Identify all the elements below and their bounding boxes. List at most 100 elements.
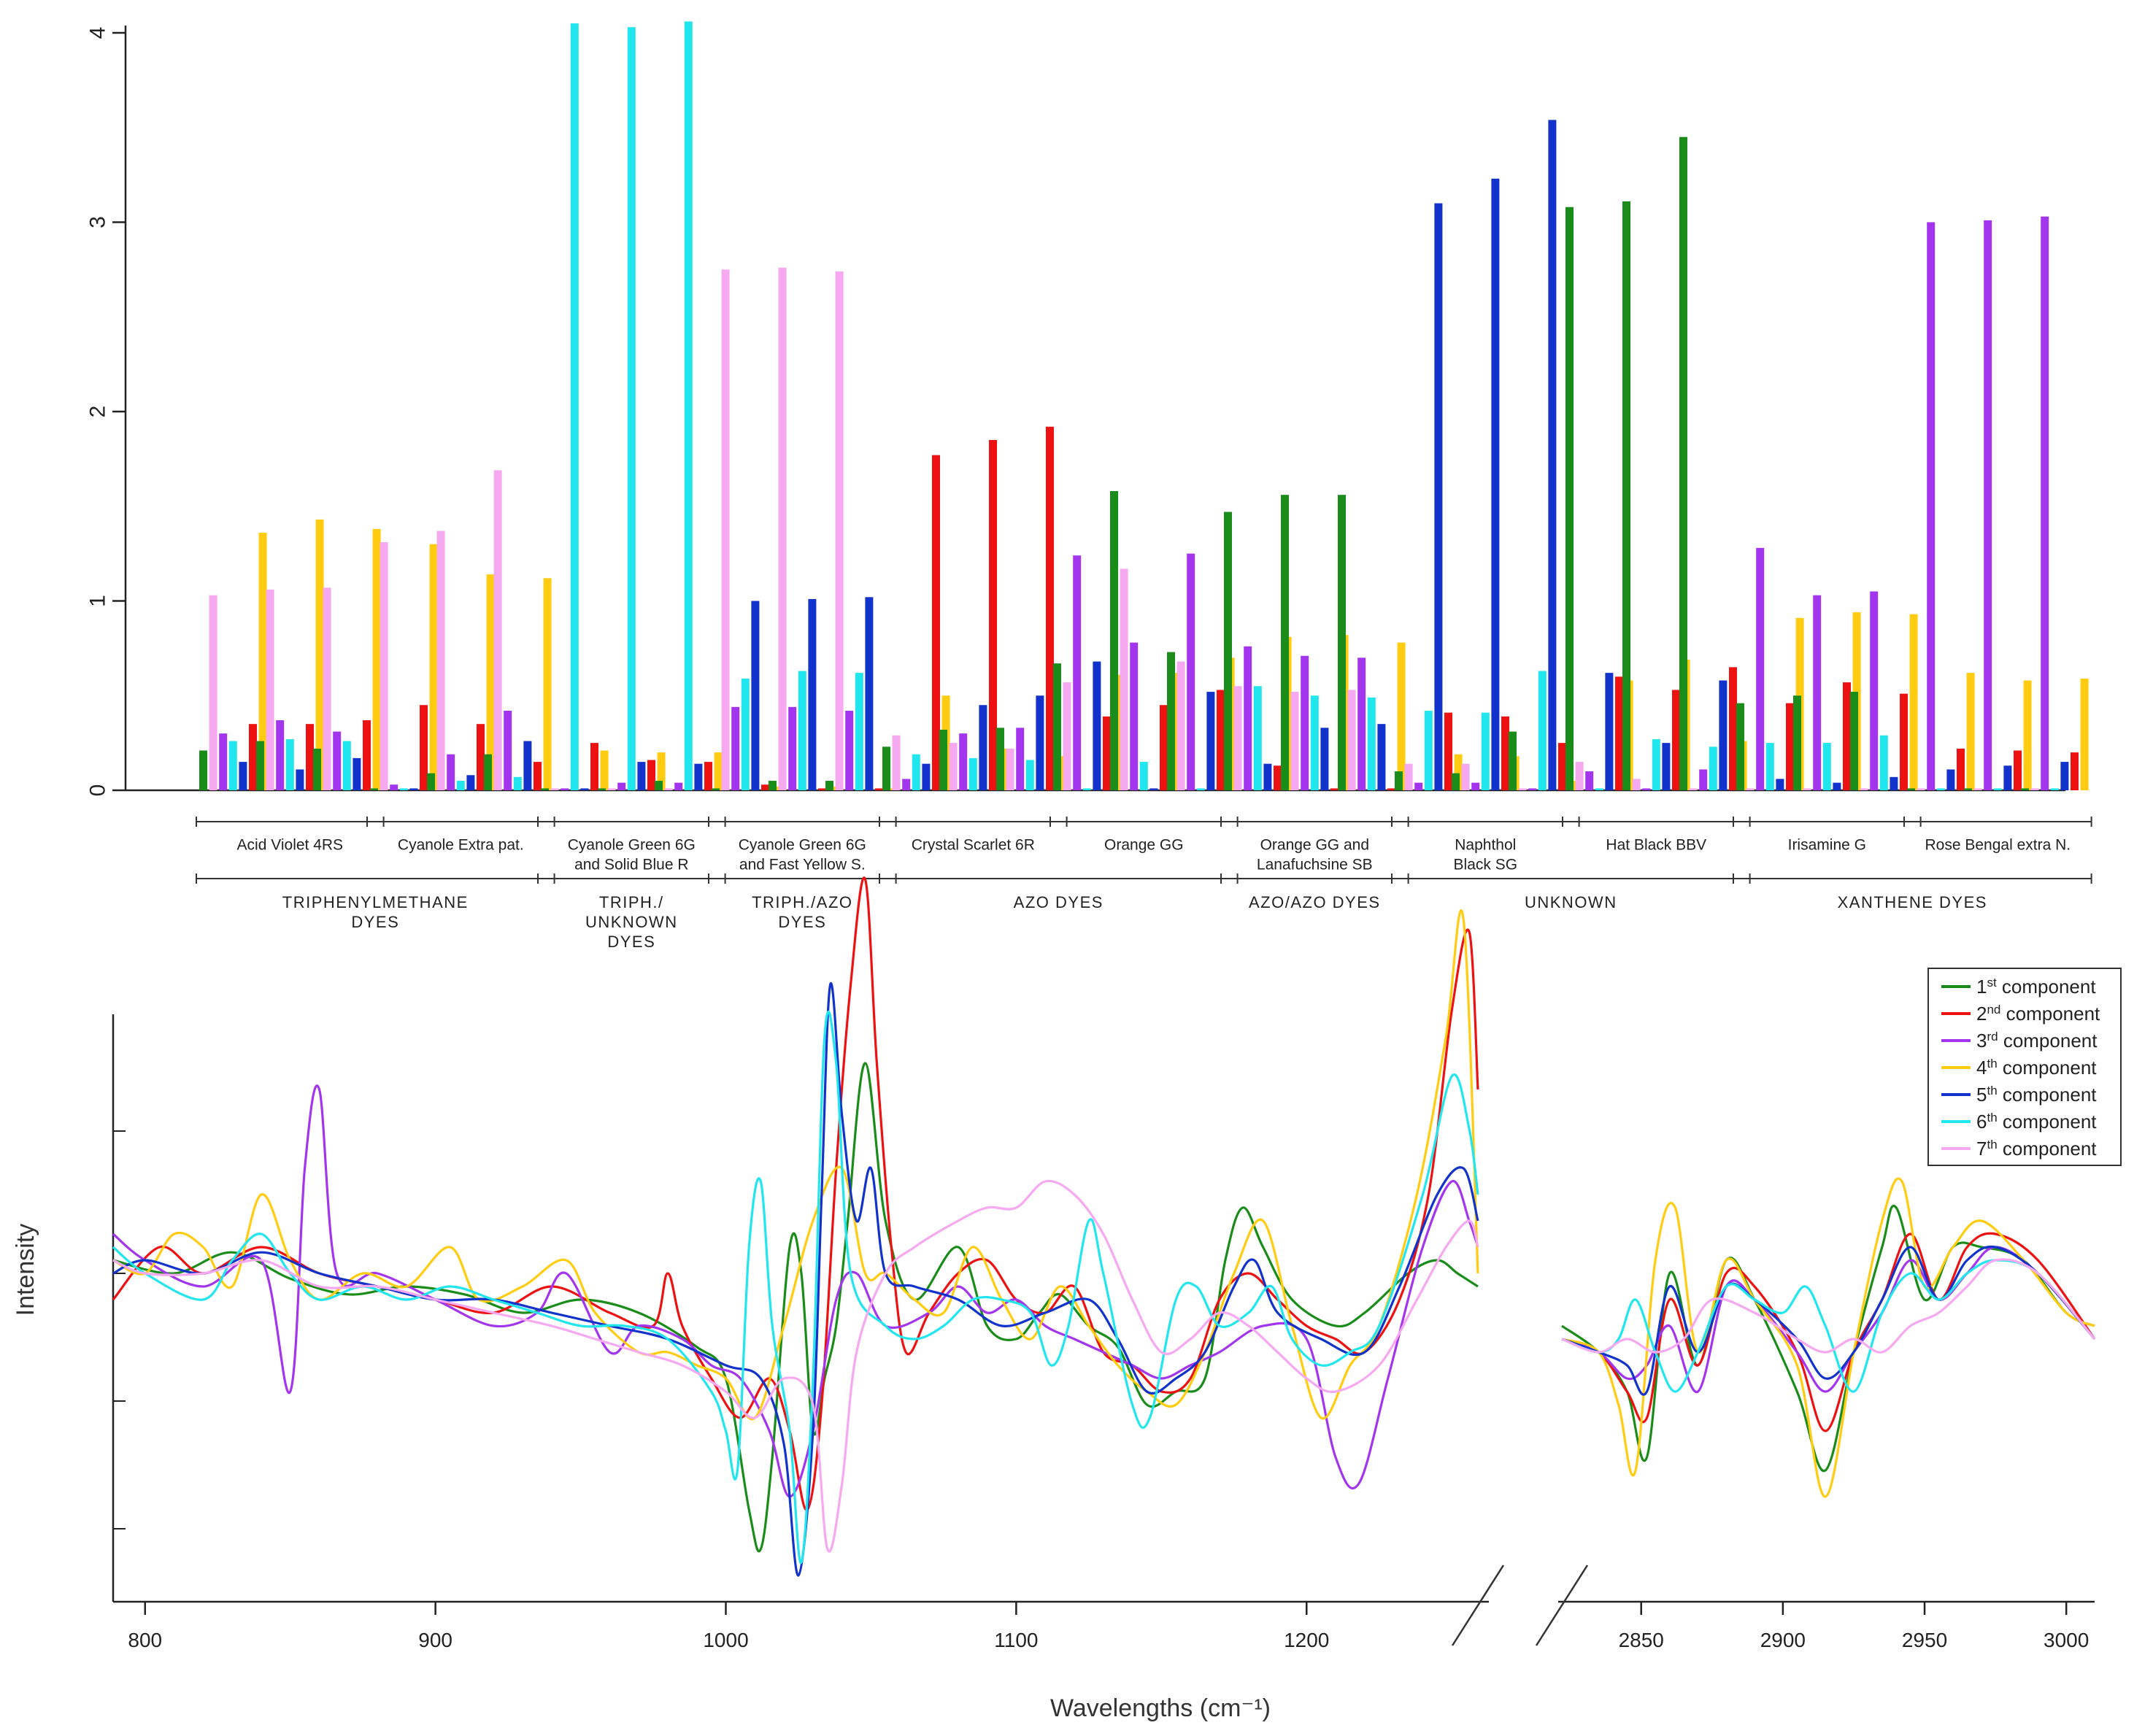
bar (825, 781, 833, 790)
group-label: AZO/AZO DYES (1249, 893, 1381, 911)
bar (315, 519, 324, 790)
bar (1890, 776, 1898, 790)
series-line (112, 1010, 1479, 1565)
bar (1471, 782, 1480, 790)
bar (219, 733, 228, 790)
bar (882, 747, 890, 790)
bar (1993, 788, 2002, 790)
legend-box (1927, 968, 2122, 1166)
bar (1130, 642, 1139, 790)
bar (1167, 652, 1175, 790)
bar (996, 728, 1004, 790)
group-label: TRIPH./AZO (752, 893, 852, 911)
bar (1622, 201, 1630, 791)
legend-item: 5th component (1976, 1084, 2097, 1106)
bar (712, 788, 720, 790)
bar (380, 542, 388, 790)
bar (788, 706, 797, 790)
bar (1149, 788, 1158, 790)
bar (1444, 712, 1452, 790)
sample-label: Crystal Scarlet 6R (912, 836, 1035, 853)
bar (1917, 788, 1925, 790)
series-line (112, 1084, 1479, 1498)
bar (1253, 686, 1262, 790)
bar (1879, 735, 1888, 790)
series-line (112, 1179, 1479, 1553)
bar (342, 741, 351, 790)
sample-label: Lanafuchsine SB (1257, 856, 1373, 873)
y-tick-label: 0 (86, 784, 110, 797)
bar (239, 762, 247, 790)
sample-label: Orange GG (1104, 836, 1184, 853)
bar (1709, 747, 1717, 790)
bar (1900, 693, 1908, 790)
x-tick-label: 1100 (994, 1629, 1038, 1651)
sample-label: Acid Violet 4RS (237, 836, 344, 853)
bar (1765, 743, 1774, 790)
bar (1461, 763, 1470, 790)
bar (1491, 178, 1500, 790)
bar (1822, 743, 1831, 790)
x-tick-label: 3000 (2044, 1629, 2089, 1651)
bar (1538, 671, 1547, 790)
bar (627, 27, 636, 791)
legend-item: 7th component (1976, 1138, 2097, 1160)
bar (296, 769, 304, 790)
bar (1434, 203, 1443, 790)
series-line (112, 981, 1479, 1577)
bar (1786, 703, 1794, 790)
bar (1053, 663, 1061, 790)
x-tick-label: 900 (418, 1629, 452, 1651)
bar (249, 724, 257, 790)
bar (1907, 788, 1915, 790)
group-label: XANTHENE DYES (1838, 893, 1987, 911)
bar (1397, 642, 1406, 790)
bar (1217, 690, 1225, 790)
x-tick-label: 800 (128, 1629, 162, 1651)
bar (769, 781, 777, 790)
bar (1036, 695, 1044, 790)
bar (1966, 673, 1975, 790)
bar (484, 754, 492, 790)
bar (1404, 763, 1413, 790)
sample-label: Cyanole Green 6G (739, 836, 866, 853)
bar (1082, 788, 1091, 790)
bar (1509, 731, 1517, 790)
bar (1093, 661, 1101, 790)
bar (1746, 788, 1755, 790)
series-line (1561, 1259, 2096, 1393)
bar-chart-categories: Acid Violet 4RS Cyanole Extra pat. Cyanole… (196, 817, 2092, 951)
y-tick-label: 4 (86, 27, 110, 39)
bar (1642, 788, 1651, 790)
bar (714, 752, 723, 790)
bar (835, 271, 844, 791)
bar (2080, 678, 2089, 790)
bar (855, 673, 863, 790)
bar (761, 784, 769, 790)
bar (1176, 661, 1185, 790)
bar (1699, 769, 1708, 790)
bar (617, 782, 626, 790)
bar (513, 776, 522, 790)
bar (1870, 591, 1879, 790)
bar (1615, 676, 1623, 790)
bar (1860, 788, 1868, 790)
bar (1206, 692, 1215, 790)
bar (892, 735, 901, 790)
bar (1756, 547, 1765, 790)
bar (1528, 788, 1537, 790)
bar (313, 748, 321, 790)
group-label: UNKNOWN (1525, 893, 1617, 911)
bar (1558, 743, 1566, 790)
group-label: TRIPHENYLMETHANE (282, 893, 469, 911)
bar (543, 578, 552, 790)
bar (420, 705, 428, 790)
series-line (112, 1062, 1479, 1553)
bar (1719, 680, 1728, 790)
y-tick-label: 3 (86, 216, 110, 228)
bar (798, 671, 806, 790)
bar (778, 267, 787, 790)
bar (1244, 646, 1252, 790)
bar (2014, 750, 2022, 790)
bar (902, 779, 911, 790)
